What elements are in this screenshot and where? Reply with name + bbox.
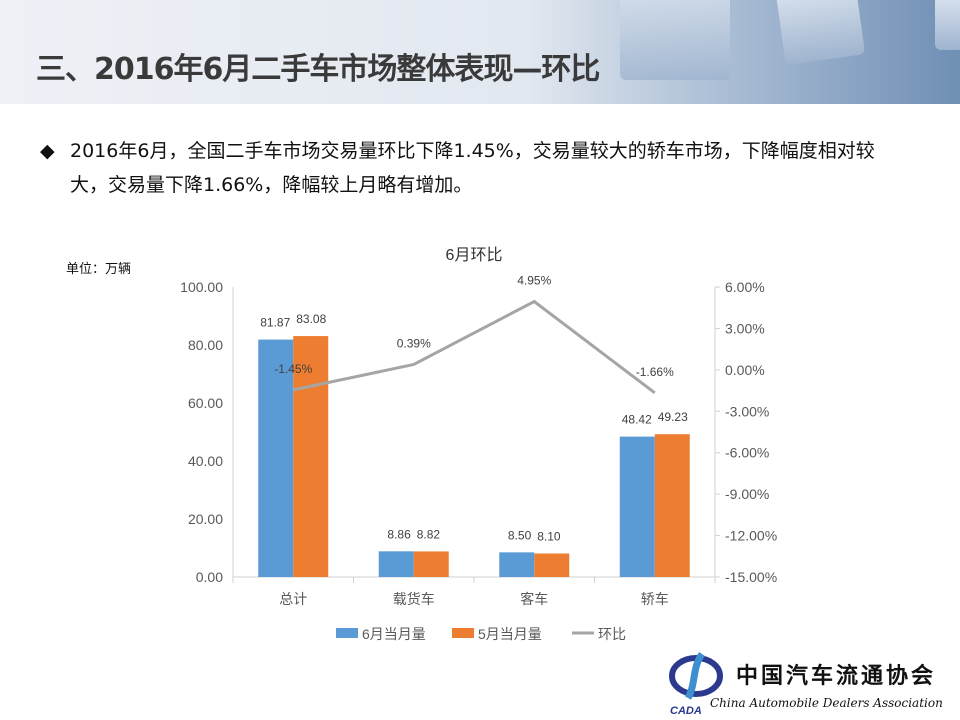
bar-data-label: 49.23 — [658, 410, 688, 424]
right-tick-label: -12.00% — [725, 528, 777, 544]
legend-swatch — [336, 628, 358, 638]
legend-label: 6月当月量 — [362, 626, 426, 642]
page-title: 三、2016年6月二手车市场整体表现—环比 — [36, 52, 600, 87]
svg-text:CADA: CADA — [670, 705, 702, 717]
bar-may — [534, 553, 570, 577]
legend-swatch — [452, 628, 474, 638]
left-tick-label: 80.00 — [188, 337, 223, 353]
right-tick-label: 0.00% — [725, 362, 765, 378]
cada-logo-icon: CADA — [669, 651, 723, 717]
logo-en-text: China Automobile Dealers Association — [710, 696, 943, 710]
left-tick-label: 60.00 — [188, 395, 223, 411]
category-label: 总计 — [279, 591, 307, 607]
bar-june — [499, 552, 535, 577]
bar-june — [258, 339, 294, 577]
left-tick-label: 40.00 — [188, 453, 223, 469]
left-tick-label: 100.00 — [180, 279, 223, 295]
chart-title: 6月环比 — [446, 246, 503, 264]
decor-cube — [935, 0, 960, 50]
right-tick-label: 3.00% — [725, 320, 765, 336]
bar-data-label: 83.08 — [296, 312, 326, 326]
bar-june — [619, 436, 655, 577]
bar-data-label: 48.42 — [622, 413, 652, 427]
bullet-text: 2016年6月，全国二手车市场交易量环比下降1.45%，交易量较大的轿车市场，下… — [70, 140, 875, 196]
logo: CADA 中国汽车流通协会 China Automobile Dealers A… — [666, 650, 958, 718]
unit-label: 单位：万辆 — [66, 261, 131, 276]
diamond-icon: ◆ — [40, 140, 55, 162]
right-tick-label: -9.00% — [725, 486, 769, 502]
bar-data-label: 81.87 — [260, 316, 290, 330]
bullet-point: ◆ 2016年6月，全国二手车市场交易量环比下降1.45%，交易量较大的轿车市场… — [40, 134, 910, 202]
left-tick-label: 0.00 — [196, 569, 223, 585]
legend-label: 环比 — [598, 626, 626, 642]
left-tick-label: 20.00 — [188, 511, 223, 527]
bar-data-label: 8.82 — [417, 527, 441, 541]
line-data-label: -1.66% — [636, 365, 674, 379]
bar-data-label: 8.50 — [508, 528, 532, 542]
line-data-label: 0.39% — [397, 336, 431, 350]
bar-may — [293, 336, 329, 577]
logo-cn-text: 中国汽车流通协会 — [736, 663, 937, 689]
line-data-label: 4.95% — [517, 274, 551, 288]
right-tick-label: -6.00% — [725, 445, 769, 461]
bar-data-label: 8.86 — [387, 527, 411, 541]
right-tick-label: 6.00% — [725, 279, 765, 295]
header-banner: 三、2016年6月二手车市场整体表现—环比 — [0, 0, 960, 104]
bar-may — [413, 551, 449, 577]
right-tick-label: -3.00% — [725, 403, 769, 419]
legend-label: 5月当月量 — [478, 626, 542, 642]
bar-june — [378, 551, 414, 577]
right-tick-label: -15.00% — [725, 569, 777, 585]
category-label: 载货车 — [393, 591, 435, 607]
category-label: 轿车 — [641, 591, 669, 607]
category-label: 客车 — [520, 591, 548, 607]
bar-may — [654, 434, 690, 577]
line-data-label: -1.45% — [274, 362, 312, 376]
decor-cube — [620, 0, 730, 80]
bar-data-label: 8.10 — [537, 530, 561, 544]
line-series-mom — [292, 299, 656, 394]
